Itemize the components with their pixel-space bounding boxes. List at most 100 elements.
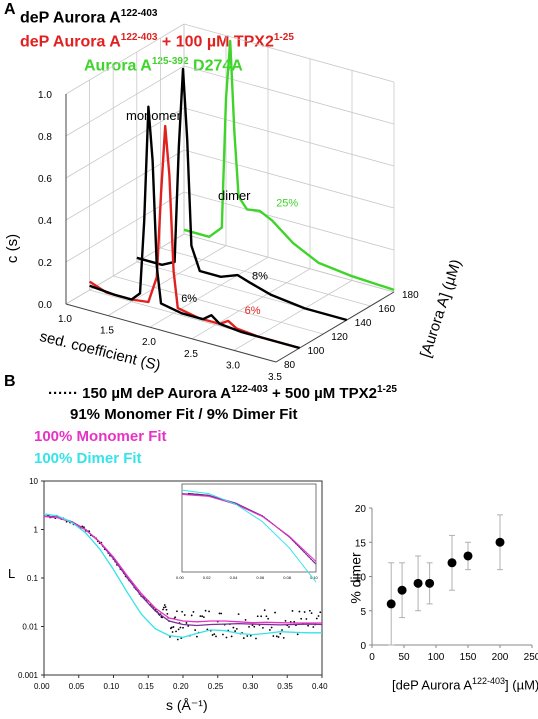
y-tick-label: 0.2 [38,258,52,269]
data-point [98,542,101,545]
inset-data-point [286,534,289,537]
data-point [211,634,214,636]
data-point [154,609,157,611]
data-point [237,613,240,615]
inset-data-point [198,493,200,496]
inset-data-point [200,494,202,496]
data-point [152,607,155,609]
data-point [51,515,54,518]
data-point [265,615,268,618]
x-tick-label: 50 [398,652,410,663]
legend-sup2: 1-25 [273,32,294,43]
x-tick-label: 0.05 [69,682,85,691]
data-point [175,630,177,633]
x-tick-label: 2.0 [142,337,156,348]
y-axis-title-dimer: % dimer [347,552,364,604]
data-point [307,624,309,627]
inset-data-point [195,493,197,495]
x-axis-title-conc: [deP Aurora A122-403] (µM) [392,676,538,692]
data-point [136,589,139,592]
legend-sup: 122-403 [120,8,158,19]
grid-line [65,149,185,221]
y-tick-label: 0 [360,641,366,652]
data-point [156,610,158,613]
inset-data-point [204,494,206,496]
inset-data-point [260,514,262,516]
inset-x-tick-label: 0.08 [283,575,292,580]
y-tick-label: 20 [355,504,367,515]
x-tick-label: 0.10 [104,682,120,691]
data-point [314,623,316,626]
y-axis-title-L: L [8,566,16,581]
inset-x-tick-label: 0.02 [203,575,212,580]
data-point [218,612,221,615]
data-point [72,523,75,526]
y-tick-label: 5 [360,607,366,618]
data-point [229,623,231,626]
x-tick-label: 1.0 [58,314,72,325]
legend-sup2: 1-25 [376,384,397,395]
data-point [281,629,283,631]
data-point [447,558,457,568]
data-point [295,624,297,627]
x-tick-label: 200 [492,652,509,663]
inset-data-point [244,507,247,510]
data-point [413,578,423,588]
data-point [180,637,183,640]
data-point [77,526,80,528]
grid-line [183,233,395,293]
grid-line [107,245,227,316]
inset-fit-line [181,493,317,565]
fit-line [43,513,322,638]
inset-data-point [201,494,204,496]
data-point [161,616,164,619]
x-tick-label: 0.00 [34,682,50,691]
inset-fit-line [181,494,317,562]
inset-data-point [300,548,302,550]
data-point [253,625,256,628]
data-point [268,629,271,631]
inset-data-point [214,496,217,499]
inset-data-point [243,507,245,509]
data-point [155,608,157,611]
grid-line [191,268,311,340]
data-point [57,515,59,518]
inset-data-point [303,551,305,553]
data-point [159,613,162,616]
data-point [288,626,290,628]
grid-line [149,256,269,328]
data-point [54,517,57,520]
panel-a-legend-3: Aurora A125-392 D274A [84,56,243,75]
y-tick-label: 0.0 [38,300,52,311]
inset-data-point [218,498,220,500]
percent-label: 6% [245,305,261,317]
data-point [425,578,435,588]
data-point [270,626,273,629]
data-point [256,615,259,618]
data-point [227,629,230,632]
data-point [242,637,245,639]
legend-sup: 122-403 [120,32,158,43]
data-point [109,554,111,557]
data-point [463,551,473,561]
series-line [183,39,395,292]
inset-x-tick-label: 0.06 [256,575,265,580]
data-point [310,612,313,615]
z-tick-label: 100 [308,346,325,357]
data-point [181,610,184,613]
inset-data-point [298,546,300,548]
data-point [105,549,108,552]
inset-data-point [308,556,310,559]
data-point [100,541,103,544]
inset-data-point [271,523,274,525]
inset-data-point [246,508,249,511]
percent-label: 6% [181,293,197,305]
grid-line [183,233,395,293]
data-point [169,627,172,630]
data-point [65,520,68,523]
data-point [277,636,280,638]
x-axis-title-s: s (Å⁻¹) [166,697,208,713]
